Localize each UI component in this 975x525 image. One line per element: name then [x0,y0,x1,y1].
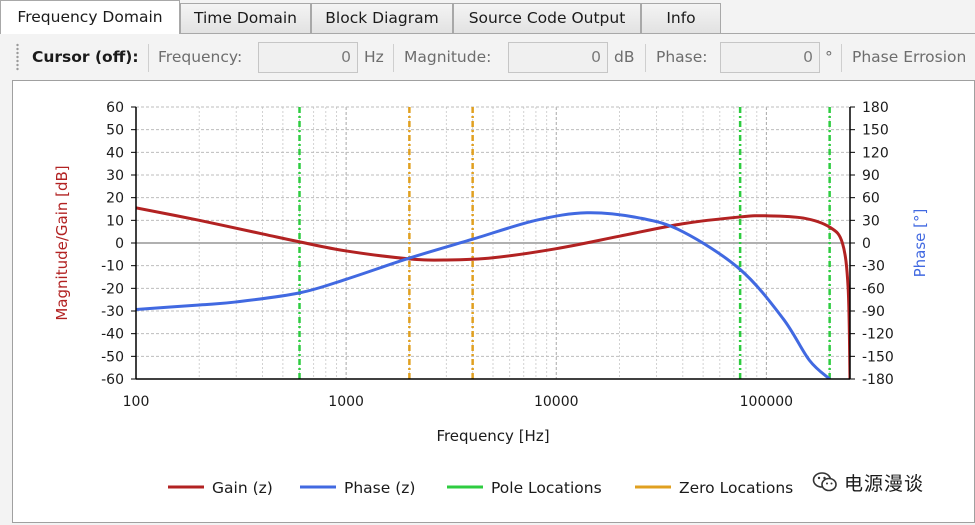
frequency-field[interactable]: 0 [258,42,358,73]
phase-curve [136,211,831,379]
phase-unit: ° [825,48,833,66]
y-axis-title: Magnitude/Gain [dB] [53,165,71,320]
bode-plot[interactable]: 6050403020100-10-20-30-40-50-60180150120… [13,81,974,522]
y2-tick-label: -120 [862,327,894,343]
legend-label: Pole Locations [491,479,602,497]
y2-tick-label: -150 [862,349,894,365]
toolbar-separator [645,44,646,72]
gain-curve [136,206,850,379]
magnitude-unit: dB [614,48,635,66]
x-tick-label: 100000 [740,394,793,410]
wechat-icon [812,472,837,492]
phase-error-label: Phase Errosion [852,48,967,66]
legend-label: Phase (z) [344,479,415,497]
y-tick-label: 30 [106,168,124,184]
y2-tick-label: -60 [862,281,885,297]
y-tick-label: -60 [101,372,124,388]
magnitude-label: Magnitude: [404,48,492,66]
y-tick-label: -30 [101,304,124,320]
y2-tick-label: 180 [862,100,889,116]
bode-plot-panel[interactable]: 60 50 40 30 20 10 0 -10 -20 -30 -40 -50 -60 180 150 120… [12,80,975,523]
y-tick-label: -40 [101,327,124,343]
watermark-text: 电源漫谈 [844,472,925,495]
magnitude-field[interactable]: 0 [508,42,608,73]
y-tick-label: 20 [106,191,124,207]
y2-tick-label: 120 [862,145,889,161]
y-tick-label: 40 [106,145,124,161]
tab-block-diagram[interactable]: Block Diagram [311,3,453,33]
y-tick-label: -20 [101,281,124,297]
phase-label: Phase: [656,48,708,66]
y2-tick-label: -30 [862,259,885,275]
y-tick-label: 60 [106,100,124,116]
cursor-toolbar: Cursor (off): Frequency: 0 Hz Magnitude:… [0,36,975,80]
y2-tick-label: -180 [862,372,894,388]
tab-frequency-domain[interactable]: Frequency Domain [0,0,180,34]
frequency-unit: Hz [364,48,384,66]
toolbar-separator [148,44,149,72]
toolbar-grip-handle[interactable] [16,43,19,71]
y-tick-label: 50 [106,123,124,139]
frequency-label: Frequency: [158,48,243,66]
y2-tick-label: 150 [862,123,889,139]
y-tick-label: -50 [101,349,124,365]
tab-time-domain[interactable]: Time Domain [180,3,311,33]
x-tick-label: 100 [123,394,150,410]
cursor-status-label: Cursor (off): [32,48,139,66]
phase-field[interactable]: 0 [720,42,820,73]
x-tick-label: 1000 [328,394,364,410]
tab-bar-border [0,33,975,34]
y-tick-label: 10 [106,213,124,229]
y-tick-label: -10 [101,259,124,275]
y2-tick-label: 30 [862,213,880,229]
y2-axis-title: Phase [°] [911,209,929,278]
tab-bar: Frequency Domain Time Domain Block Diagr… [0,0,975,34]
toolbar-separator [841,44,842,72]
y2-tick-label: 0 [862,236,871,252]
tab-info[interactable]: Info [641,3,721,33]
legend-label: Gain (z) [212,479,273,497]
watermark: 电源漫谈 [812,466,924,498]
legend-label: Zero Locations [679,479,793,497]
y2-tick-label: -90 [862,304,885,320]
toolbar-separator [393,44,394,72]
x-tick-label: 10000 [534,394,579,410]
y2-tick-label: 90 [862,168,880,184]
tab-source-code-output[interactable]: Source Code Output [453,3,641,33]
y-tick-label: 0 [115,236,124,252]
x-axis-title: Frequency [Hz] [436,427,549,445]
y2-tick-label: 60 [862,191,880,207]
